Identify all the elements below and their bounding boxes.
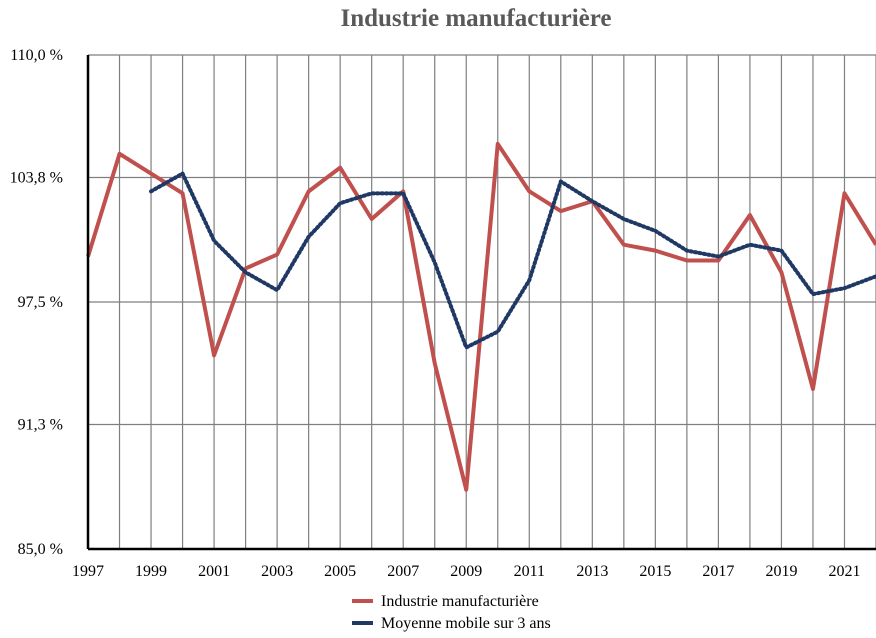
y-axis-tick-labels: 85,0 % 91,3 % 97,5 % 103,8 % 110,0 % bbox=[10, 47, 63, 558]
y-tick-label: 110,0 % bbox=[10, 47, 63, 64]
y-tick-label: 91,3 % bbox=[18, 417, 63, 434]
x-tick-label: 2005 bbox=[324, 563, 356, 580]
y-tick-label: 97,5 % bbox=[18, 294, 63, 311]
legend: Industrie manufacturière Moyenne mobile s… bbox=[352, 593, 551, 632]
legend-label: Industrie manufacturière bbox=[381, 593, 539, 610]
x-tick-label: 2011 bbox=[514, 563, 545, 580]
legend-label: Moyenne mobile sur 3 ans bbox=[381, 615, 551, 632]
x-tick-label: 1997 bbox=[72, 563, 104, 580]
x-axis-tick-labels: 1997 1999 2001 2003 2005 2007 2009 2011 2013 2015… bbox=[72, 563, 860, 580]
y-tick-label: 103,8 % bbox=[10, 170, 63, 187]
x-tick-label: 2001 bbox=[198, 563, 230, 580]
series-group bbox=[86, 141, 876, 492]
x-tick-label: 2009 bbox=[450, 563, 482, 580]
legend-item: Industrie manufacturière bbox=[352, 593, 539, 610]
x-tick-label: 1999 bbox=[135, 563, 167, 580]
axes bbox=[86, 55, 876, 551]
x-tick-label: 2015 bbox=[639, 563, 671, 580]
x-tick-label: 2003 bbox=[261, 563, 293, 580]
x-tick-label: 2017 bbox=[702, 563, 734, 580]
x-tick-label: 2021 bbox=[828, 563, 860, 580]
x-tick-label: 2007 bbox=[387, 563, 419, 580]
grid bbox=[87, 54, 876, 550]
legend-item: Moyenne mobile sur 3 ans bbox=[352, 615, 551, 632]
y-tick-label: 85,0 % bbox=[18, 541, 63, 558]
chart-title: Industrie manufacturière bbox=[340, 5, 611, 32]
series-line-industrie-manufacturiere bbox=[86, 141, 876, 492]
x-tick-label: 2013 bbox=[576, 563, 608, 580]
x-tick-label: 2019 bbox=[765, 563, 797, 580]
series-line-moyenne-mobile bbox=[149, 171, 876, 350]
